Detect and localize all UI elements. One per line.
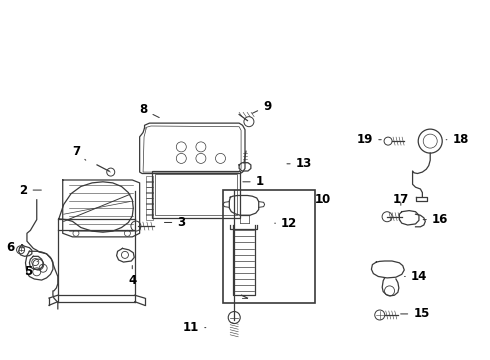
Text: 11: 11 [183,321,206,334]
Text: 6: 6 [7,241,24,254]
Bar [146,203,153,209]
Bar [155,174,237,215]
Bar [146,209,153,215]
Bar [146,198,153,204]
Bar [146,192,153,198]
Text: 3: 3 [165,216,185,229]
Bar [223,190,315,303]
Text: 5: 5 [24,261,37,278]
Text: 7: 7 [72,145,86,160]
Bar [146,187,153,193]
Text: 9: 9 [252,100,271,113]
Text: 2: 2 [20,184,41,197]
Text: 10: 10 [314,193,331,206]
Text: 19: 19 [357,133,381,146]
Bar [152,171,240,218]
Text: 16: 16 [423,213,448,226]
Text: 8: 8 [140,103,159,118]
Bar [146,181,153,187]
Text: 18: 18 [446,133,469,146]
Text: 17: 17 [392,193,409,206]
Text: 1: 1 [243,175,264,188]
Bar [146,176,153,182]
Text: 4: 4 [128,266,136,287]
Text: 15: 15 [401,307,430,320]
Text: 14: 14 [405,270,427,283]
Text: 13: 13 [287,157,312,170]
Bar [146,214,153,220]
Text: 12: 12 [275,217,297,230]
